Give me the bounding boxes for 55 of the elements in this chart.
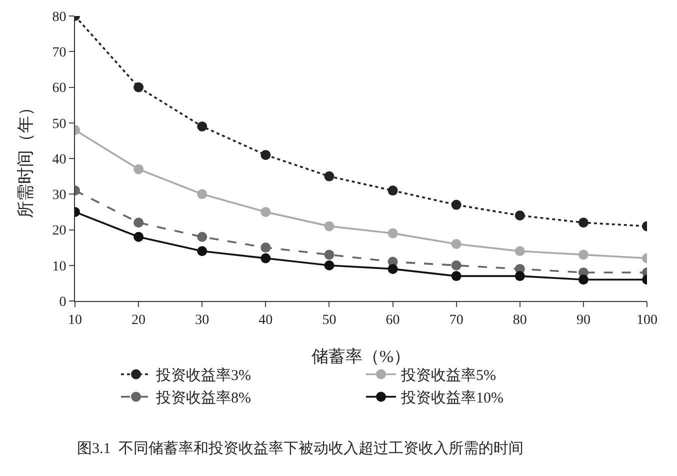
point <box>260 242 271 253</box>
legend-label: 投资收益率3% <box>155 367 251 384</box>
point <box>197 232 208 242</box>
point <box>451 200 462 210</box>
y-tick-label: 10 <box>52 259 66 274</box>
point <box>324 171 334 182</box>
point <box>324 250 334 260</box>
point <box>197 189 208 200</box>
y-tick-label: 30 <box>52 188 66 204</box>
point <box>578 218 588 228</box>
point <box>197 246 208 256</box>
point <box>451 260 462 270</box>
y-tick-label: 50 <box>52 116 66 132</box>
y-tick-label: 70 <box>52 46 66 61</box>
caption: 图3.1 不同储蓄率和投资收益率下被动收入超过工资收入所需的时间 <box>77 440 524 457</box>
point <box>578 274 588 285</box>
point <box>260 150 271 160</box>
point <box>388 228 398 238</box>
x-tick-label: 90 <box>576 312 590 328</box>
point <box>134 164 144 174</box>
y-tick-label: 40 <box>52 152 66 168</box>
y-tick-label: 0 <box>59 294 66 310</box>
point <box>134 218 144 228</box>
x-tick-label: 10 <box>68 312 82 328</box>
point <box>324 260 334 270</box>
point <box>324 221 334 232</box>
x-tick-label: 30 <box>195 312 210 328</box>
x-tick-label: 80 <box>512 312 527 328</box>
legend-label: 投资收益率8% <box>155 390 251 407</box>
point <box>578 250 588 260</box>
point <box>260 253 271 264</box>
y-tick-label: 60 <box>52 81 66 96</box>
point <box>134 232 144 242</box>
legend-label: 投资收益率5% <box>400 367 496 384</box>
point <box>451 271 462 282</box>
point <box>514 271 525 282</box>
point <box>197 121 208 132</box>
y-tick-label: 20 <box>52 224 66 239</box>
point <box>451 239 462 249</box>
point <box>388 264 398 274</box>
y-axis-title: 所需时间（年） <box>16 99 35 218</box>
point <box>514 246 525 256</box>
x-axis-title: 储蓄率（%） <box>311 347 411 366</box>
y-tick-label: 80 <box>52 10 66 25</box>
x-tick-label: 20 <box>132 312 146 328</box>
x-tick-label: 40 <box>258 312 273 328</box>
x-tick-label: 100 <box>636 312 658 328</box>
point <box>388 186 398 196</box>
x-tick-label: 50 <box>322 312 336 328</box>
legend-label: 投资收益率10% <box>400 390 504 407</box>
x-tick-label: 70 <box>449 312 464 328</box>
point <box>260 206 271 217</box>
point <box>134 82 144 92</box>
x-tick-label: 60 <box>386 312 400 328</box>
point <box>514 210 525 220</box>
